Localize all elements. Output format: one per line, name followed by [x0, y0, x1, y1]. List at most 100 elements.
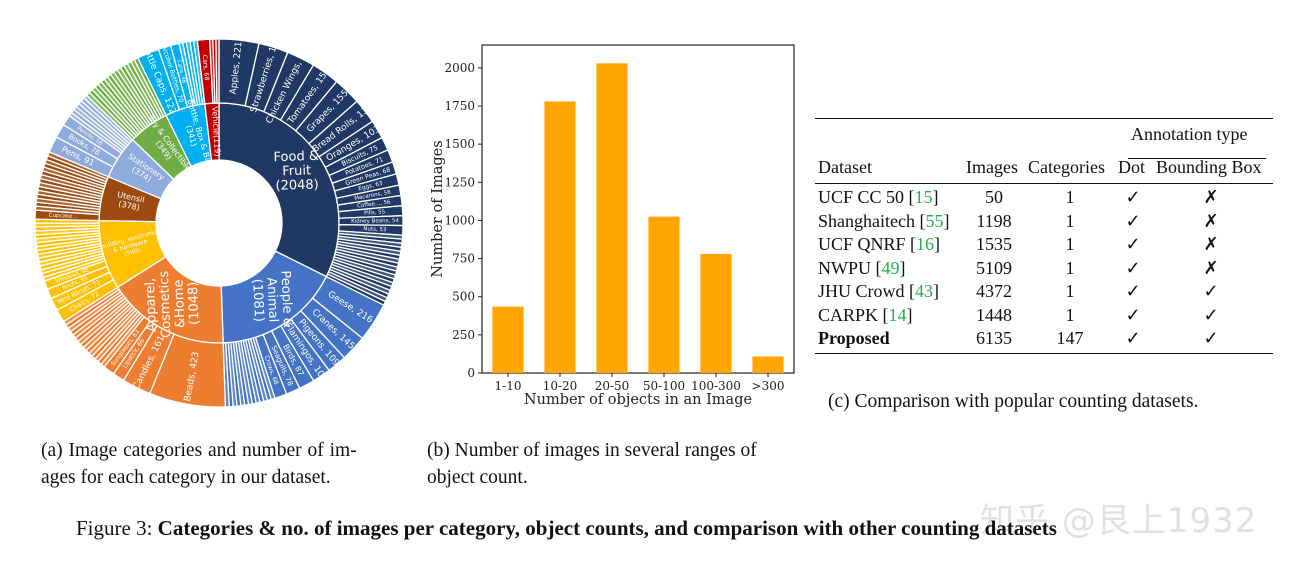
outer-segment-small — [215, 38, 220, 104]
caption-a: (a) Image categories and number of im- a… — [41, 437, 421, 491]
inner-segment-label: People &Animal(1081) — [249, 270, 295, 329]
x-axis-label: Number of objects in an Image — [524, 392, 752, 408]
table-row-bbox: ✗ — [1203, 257, 1219, 278]
table-row-categories: 1 — [1065, 187, 1075, 207]
y-tick-label: 750 — [452, 252, 475, 266]
y-tick-label: 500 — [452, 290, 475, 304]
x-tick-label: >300 — [752, 379, 785, 393]
y-tick-label: 1500 — [444, 137, 475, 151]
col-header-dataset: Dataset — [818, 157, 872, 177]
table-row-images: 1198 — [976, 210, 1012, 231]
y-tick-label: 1000 — [444, 213, 475, 227]
inner-segment-label: Apparel,Cosmetics&Home(1048) — [143, 269, 203, 338]
dataset-name: JHU Crowd [43] — [818, 281, 940, 301]
bar-1-10 — [492, 306, 524, 373]
table-bottom-rule — [815, 353, 1273, 354]
table-row-dot: ✓ — [1125, 234, 1141, 254]
table-row-images: 1535 — [976, 234, 1012, 254]
table-row-dataset: NWPU [49] — [818, 258, 906, 279]
col-header-images: Images — [966, 157, 1018, 177]
table-row-dot: ✓ — [1125, 304, 1141, 325]
citation-link[interactable]: 49 — [881, 257, 900, 278]
table-row-bbox: ✓ — [1203, 304, 1219, 325]
bar-20-50 — [596, 63, 628, 373]
annotation-type-header: Annotation type — [1131, 124, 1248, 144]
y-tick-label: 1250 — [444, 175, 475, 189]
figure-caption: Figure 3: Categories & no. of images per… — [76, 516, 1057, 541]
table-row-dot: ✓ — [1125, 257, 1141, 278]
segment-label: Kidney Beans, 54 — [351, 218, 399, 225]
table-row-bbox: ✓ — [1203, 328, 1219, 348]
object-count-bar-chart: 0 250 500 750 1000 1250 1500 1750 2000 1-10 10-20 2… — [430, 44, 795, 408]
citation-link[interactable]: 14 — [888, 304, 907, 325]
x-tick-label: 100-300 — [691, 379, 741, 393]
table-row-bbox: ✗ — [1203, 187, 1219, 207]
table-row-dot: ✓ — [1125, 281, 1141, 301]
table-row-dataset: CARPK [14] — [818, 305, 913, 326]
col-header-dot: Dot — [1118, 157, 1145, 177]
dataset-name: UCF QNRF [16] — [818, 234, 941, 254]
table-row-dataset: Shanghaitech [55] — [818, 211, 949, 232]
figure-title: Categories & no. of images per category,… — [157, 516, 1057, 540]
zhihu-watermark: 知乎 @艮上1932 — [980, 501, 1258, 541]
segment-label: Coffee..., 56 — [357, 199, 391, 209]
table-row-images: 5109 — [976, 257, 1012, 278]
table-row-categories: 1 — [1065, 257, 1075, 278]
citation-link[interactable]: 43 — [915, 281, 934, 301]
citation-link[interactable]: 15 — [914, 187, 933, 207]
table-row-images: 1448 — [976, 304, 1012, 325]
inner-segment-label: Vehicle(119) — [210, 106, 222, 157]
plot-frame — [481, 44, 795, 374]
table-row-dataset: UCF CC 50 [15] — [818, 187, 939, 208]
segment-label: Pills, 55 — [364, 209, 386, 216]
table-row-categories: 147 — [1056, 328, 1084, 348]
x-tick-label: 1-10 — [495, 379, 522, 393]
bar-100-300 — [700, 254, 732, 373]
caption-c: (c) Comparison with popular counting dat… — [828, 391, 1199, 412]
table-row-dot: ✓ — [1125, 210, 1141, 231]
bar-50-100 — [648, 216, 680, 373]
dataset-name: NWPU [49] — [818, 257, 906, 278]
caption-a-line2: ages for each category in our dataset. — [41, 467, 331, 488]
bar-10-20 — [544, 101, 576, 374]
table-row-categories: 1 — [1065, 210, 1075, 231]
citation-link[interactable]: 16 — [916, 234, 935, 254]
caption-b-line2: object count. — [427, 467, 528, 488]
inner-segment-label: Utensil(378) — [115, 190, 146, 213]
x-tick-label: 20-50 — [595, 379, 630, 393]
inner-segment-label: Food &Fruit(2048) — [273, 149, 320, 194]
segment-label: Cars, 68 — [201, 55, 210, 81]
table-row-bbox: ✗ — [1203, 210, 1219, 231]
table-row-dataset: Proposed — [818, 328, 890, 349]
annotation-type-rule — [1128, 158, 1266, 159]
y-tick-label: 2000 — [444, 61, 475, 75]
dataset-name: Shanghaitech [55] — [818, 210, 950, 231]
x-tick-label: 10-20 — [543, 379, 578, 393]
figure-label: Figure 3: — [76, 516, 153, 540]
col-header-categories: Categories — [1028, 157, 1105, 177]
x-tick-label: 50-100 — [643, 379, 685, 393]
caption-b: (b) Number of images in several ranges o… — [427, 437, 807, 491]
y-axis-label: Number of Images — [430, 140, 446, 277]
bar->300 — [752, 356, 784, 373]
table-row-images: 50 — [985, 187, 1003, 207]
table-row-bbox: ✗ — [1203, 234, 1219, 254]
caption-a-line1: (a) Image categories and number of im- — [41, 440, 357, 461]
table-row-categories: 1 — [1065, 234, 1075, 254]
table-row-images: 6135 — [976, 328, 1012, 348]
table-row-dot: ✓ — [1125, 187, 1141, 207]
sunburst-center-hole — [157, 161, 281, 285]
dataset-name: UCF CC 50 [15] — [818, 187, 939, 207]
y-tick-label: 250 — [452, 328, 475, 342]
segment-label: Cans, 48 — [175, 59, 187, 84]
segment-label: Eggs, 63 — [358, 181, 384, 193]
caption-b-line1: (b) Number of images in several ranges o… — [427, 440, 757, 461]
col-header-bounding-box: Bounding Box — [1156, 157, 1262, 177]
dataset-name: CARPK [14] — [818, 304, 913, 325]
citation-link[interactable]: 55 — [925, 210, 944, 231]
y-tick-label: 1750 — [444, 99, 475, 113]
table-row-categories: 1 — [1065, 304, 1075, 325]
table-top-rule — [815, 118, 1273, 119]
comparison-table: Annotation type Dataset Images Categorie… — [815, 118, 1273, 358]
